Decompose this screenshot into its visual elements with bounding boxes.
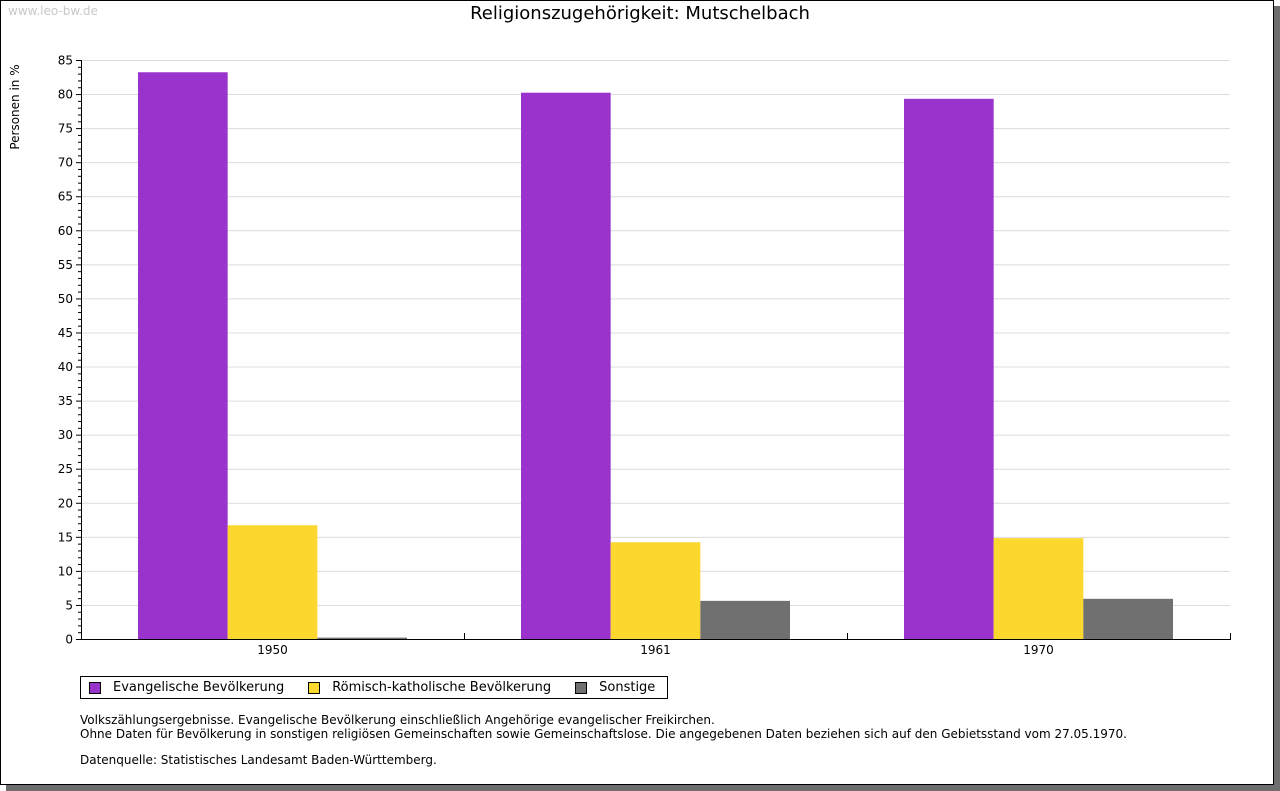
y-tick-label: 20: [58, 496, 73, 510]
bar-1970-2: [1083, 598, 1173, 639]
y-tick-label: 5: [65, 598, 73, 612]
bar-1950-2: [317, 637, 407, 639]
y-tick-label: 60: [58, 224, 73, 238]
source-note: Datenquelle: Statistisches Landesamt Bad…: [80, 753, 437, 767]
bar-1961-0: [521, 92, 611, 639]
bar-1961-1: [610, 542, 701, 639]
y-tick-label: 70: [58, 156, 73, 170]
bar-1961-2: [700, 600, 790, 639]
y-tick-label: 15: [58, 530, 73, 544]
y-tick-label: 35: [58, 394, 73, 408]
bar-1950-0: [138, 72, 228, 640]
y-tick-label: 75: [58, 122, 73, 136]
legend-swatch: [575, 681, 588, 694]
legend-item-evangelisch: Evangelische Bevölkerung: [89, 680, 284, 695]
y-tick-label: 55: [58, 258, 73, 272]
y-tick-label: 85: [58, 54, 73, 68]
watermark: www.leo-bw.de: [8, 4, 98, 18]
note-line-2: Ohne Daten für Bevölkerung in sonstigen …: [80, 727, 1127, 741]
legend-label: Sonstige: [599, 680, 656, 695]
bar-1950-1: [227, 525, 318, 639]
x-tick-label: 1961: [640, 643, 671, 657]
y-tick-label: 80: [58, 88, 73, 102]
y-tick-label: 25: [58, 462, 73, 476]
legend-label: Römisch-katholische Bevölkerung: [332, 680, 552, 695]
y-tick-label: 45: [58, 326, 73, 340]
legend-swatch: [308, 681, 321, 694]
y-tick-label: 10: [58, 564, 73, 578]
y-tick-label: 0: [65, 633, 73, 647]
legend-item-sonstige: Sonstige: [575, 680, 655, 695]
legend-item-katholisch: Römisch-katholische Bevölkerung: [308, 680, 551, 695]
chart-title: Religionszugehörigkeit: Mutschelbach: [470, 3, 810, 24]
note-line-1: Volkszählungsergebnisse. Evangelische Be…: [80, 713, 715, 727]
x-tick-label: 1970: [1023, 643, 1054, 657]
y-tick-label: 65: [58, 190, 73, 204]
legend: Evangelische Bevölkerung Römisch-katholi…: [80, 676, 669, 699]
legend-swatch: [89, 681, 101, 694]
y-tick-label: 30: [58, 428, 73, 442]
y-tick-label: 40: [58, 360, 73, 374]
x-tick-label: 1950: [257, 643, 288, 657]
legend-label: Evangelische Bevölkerung: [113, 680, 285, 695]
y-tick-label: 50: [58, 292, 73, 306]
bar-1970-1: [993, 538, 1084, 639]
bar-1970-0: [904, 98, 994, 640]
